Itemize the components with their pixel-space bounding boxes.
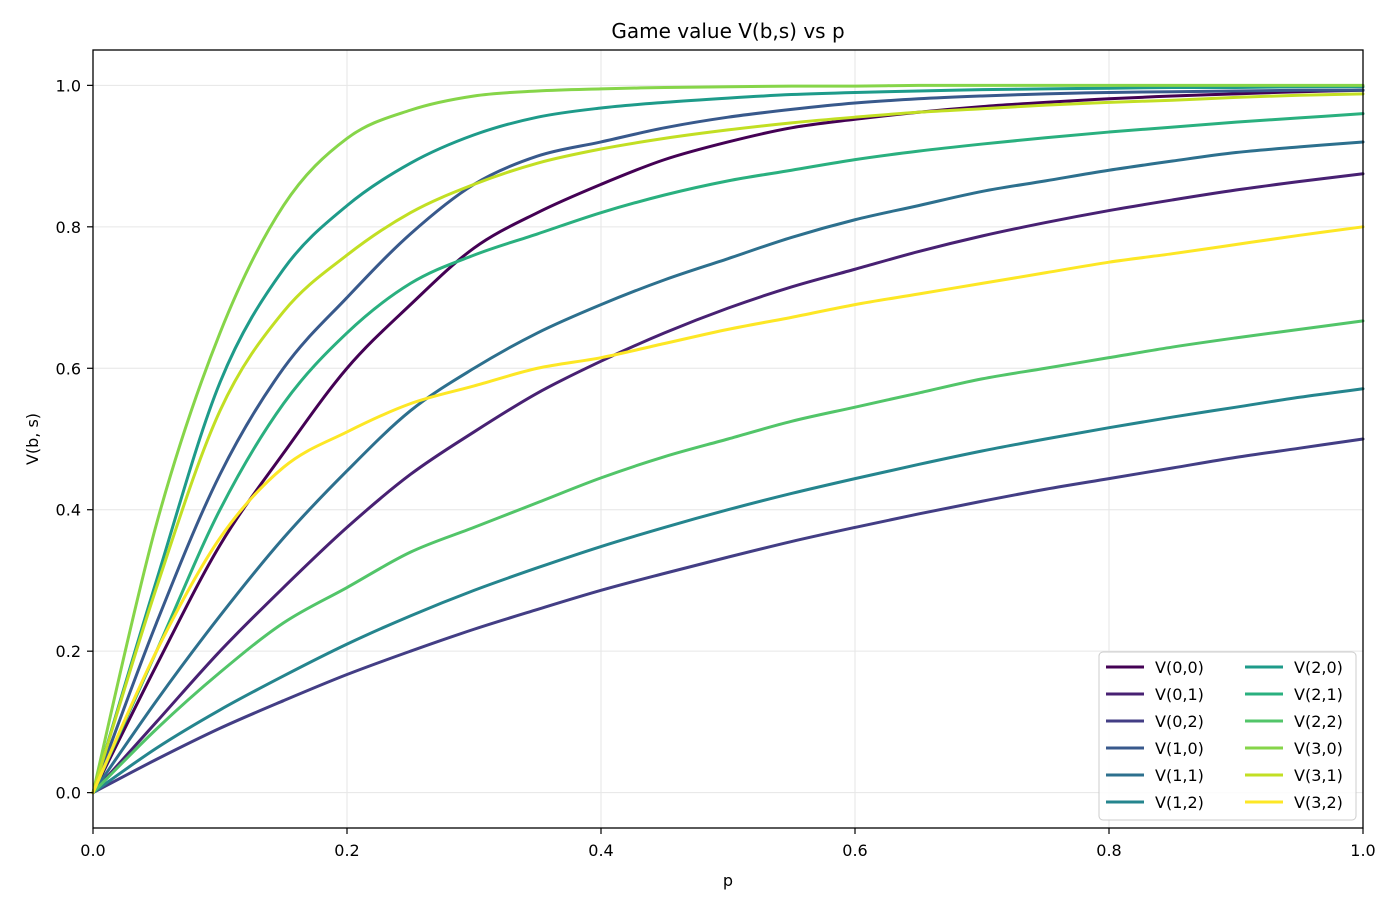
y-axis-label: V(b, s)	[23, 413, 42, 465]
legend-label: V(3,2)	[1294, 793, 1343, 812]
chart-title: Game value V(b,s) vs p	[611, 19, 844, 43]
legend: V(0,0) V(0,1) V(0,2) V(1,0) V(1,1) V(1,2) V(2,…	[1098, 651, 1357, 821]
legend-box	[1098, 651, 1357, 821]
series-line-00	[91, 88, 1365, 795]
series-line-20	[91, 85, 1365, 795]
legend-label: V(3,0)	[1294, 739, 1343, 758]
series-line-21	[91, 112, 1365, 795]
y-tick-label: 0.4	[56, 501, 81, 520]
y-tick-label: 0.6	[56, 359, 81, 378]
series-line-02	[91, 437, 1365, 795]
y-tick-label: 0.8	[56, 218, 81, 237]
legend-label: V(2,2)	[1294, 712, 1343, 731]
series-line-12	[91, 387, 1365, 795]
series-line-31	[91, 92, 1365, 795]
legend-label: V(1,0)	[1155, 739, 1204, 758]
ticks: 0.0 0.2 0.4 0.6 0.8 1.0 0.0 0.2 0.4 0.6 0.8 1.0	[56, 76, 1376, 860]
series-lines	[91, 83, 1365, 795]
legend-label: V(0,2)	[1155, 712, 1204, 731]
x-tick-label: 0.2	[334, 841, 359, 860]
legend-label: V(1,1)	[1155, 766, 1204, 785]
legend-label: V(2,1)	[1294, 685, 1343, 704]
series-line-30	[91, 83, 1365, 795]
legend-label: V(2,0)	[1294, 658, 1343, 677]
y-tick-label: 1.0	[56, 76, 81, 95]
series-line-10	[91, 88, 1365, 795]
plot-frame	[92, 49, 1364, 829]
legend-label: V(0,0)	[1155, 658, 1204, 677]
legend-label: V(3,1)	[1294, 766, 1343, 785]
x-axis-label: p	[723, 871, 733, 890]
series-line-22	[91, 319, 1365, 795]
x-tick-label: 1.0	[1350, 841, 1375, 860]
y-tick-label: 0.0	[56, 784, 81, 803]
x-tick-label: 0.6	[842, 841, 867, 860]
x-tick-label: 0.4	[588, 841, 613, 860]
legend-label: V(1,2)	[1155, 793, 1204, 812]
series-line-01	[91, 172, 1365, 795]
series-line-32	[91, 225, 1365, 795]
x-tick-label: 0.8	[1096, 841, 1121, 860]
series-line-11	[91, 140, 1365, 795]
legend-label: V(0,1)	[1155, 685, 1204, 704]
y-tick-label: 0.2	[56, 642, 81, 661]
x-tick-label: 0.0	[80, 841, 105, 860]
